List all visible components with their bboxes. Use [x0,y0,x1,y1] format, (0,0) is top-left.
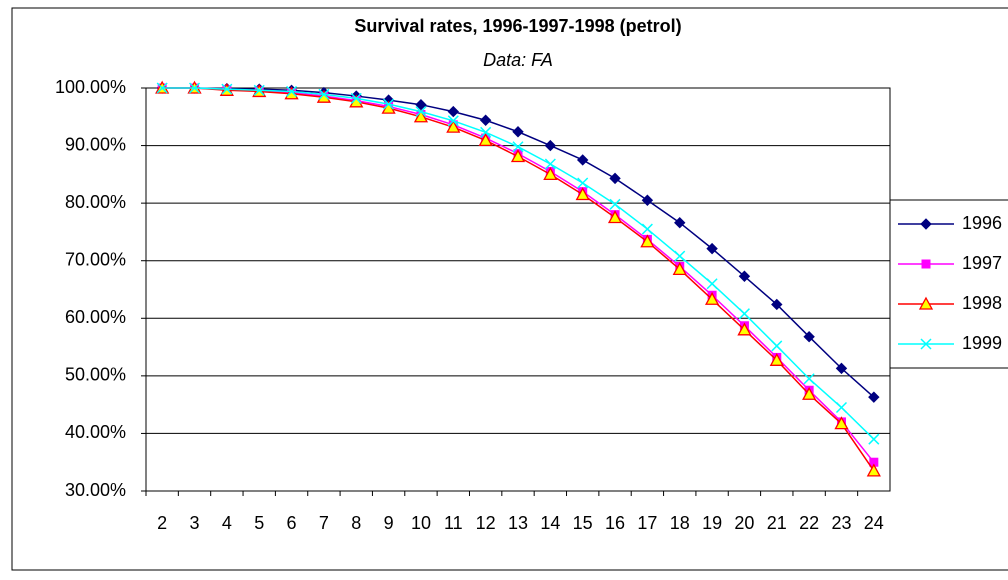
marker [802,386,817,400]
marker [672,261,687,275]
marker [221,83,233,95]
marker [866,463,881,477]
y-tick-label: 70.00% [65,249,126,269]
marker [447,105,460,118]
x-tick-label: 7 [319,513,329,533]
x-tick-label: 10 [411,513,431,533]
x-tick-label: 17 [637,513,657,533]
x-tick-label: 12 [476,513,496,533]
marker [803,331,815,343]
x-tick-label: 22 [799,513,819,533]
marker [544,158,556,170]
marker [607,210,623,224]
marker [640,234,655,248]
x-tick-label: 3 [190,513,200,533]
x-tick-label: 2 [157,513,167,533]
series [156,82,880,445]
marker [350,92,362,104]
marker [641,223,653,235]
x-tick-label: 6 [287,513,297,533]
marker [918,296,934,310]
x-tick-label: 11 [444,513,463,533]
x-tick-label: 14 [540,513,560,533]
marker [706,242,718,255]
marker [478,133,493,147]
y-tick-label: 40.00% [65,422,126,442]
marker [738,270,751,282]
marker [415,106,427,118]
marker [156,82,168,94]
marker [834,416,849,430]
marker [543,166,558,181]
x-tick-label: 21 [767,513,787,533]
y-tick-label: 80.00% [65,192,126,212]
marker [512,141,524,153]
y-tick-label: 90.00% [65,134,126,154]
marker [286,85,298,97]
marker [544,139,557,152]
x-tick-label: 5 [254,513,264,533]
y-tick-label: 60.00% [65,307,126,327]
y-tick-label: 100.00% [55,77,126,97]
legend-label: 1997 [962,253,1002,273]
x-tick-label: 15 [573,513,593,533]
marker [512,126,524,138]
marker [737,322,752,336]
x-tick-label: 13 [508,513,528,533]
marker [479,114,492,126]
marker [921,259,931,269]
chart-frame [11,7,1008,571]
marker [771,298,783,311]
marker [188,82,201,94]
marker [318,88,330,100]
marker [920,338,932,350]
legend-box [889,199,1008,369]
marker [803,373,815,385]
marker [704,291,720,305]
marker [706,278,718,290]
x-tick-label: 8 [351,513,361,533]
chart-subtitle: Data: FA [483,50,553,70]
marker [641,194,654,206]
marker [674,250,686,262]
marker [447,115,459,127]
marker [674,217,686,229]
marker [868,391,880,403]
marker [769,352,784,366]
marker [835,362,848,375]
marker [413,109,429,123]
x-tick-label: 4 [222,513,232,533]
marker [576,154,589,166]
legend-label: 1999 [962,333,1002,353]
marker [480,126,492,138]
marker [510,149,526,163]
x-tick-label: 20 [734,513,754,533]
x-tick-label: 24 [864,513,884,533]
y-tick-label: 50.00% [65,365,126,385]
marker [771,340,783,352]
marker [253,84,265,96]
legend-label: 1998 [962,293,1002,313]
marker [609,172,621,185]
x-tick-label: 19 [702,513,722,533]
marker [575,187,590,201]
x-tick-label: 18 [670,513,690,533]
marker [920,218,932,230]
marker [383,98,395,110]
y-tick-label: 30.00% [65,480,126,500]
x-tick-label: 23 [831,513,851,533]
marker [284,86,299,100]
x-tick-label: 16 [605,513,625,533]
legend-label: 1996 [962,213,1002,233]
x-tick-label: 9 [384,513,394,533]
marker [446,119,461,133]
marker [577,177,589,189]
marker [738,308,750,320]
chart-title: Survival rates, 1996-1997-1998 (petrol) [354,16,681,36]
marker [868,433,880,445]
marker [609,198,621,210]
marker [835,401,848,414]
